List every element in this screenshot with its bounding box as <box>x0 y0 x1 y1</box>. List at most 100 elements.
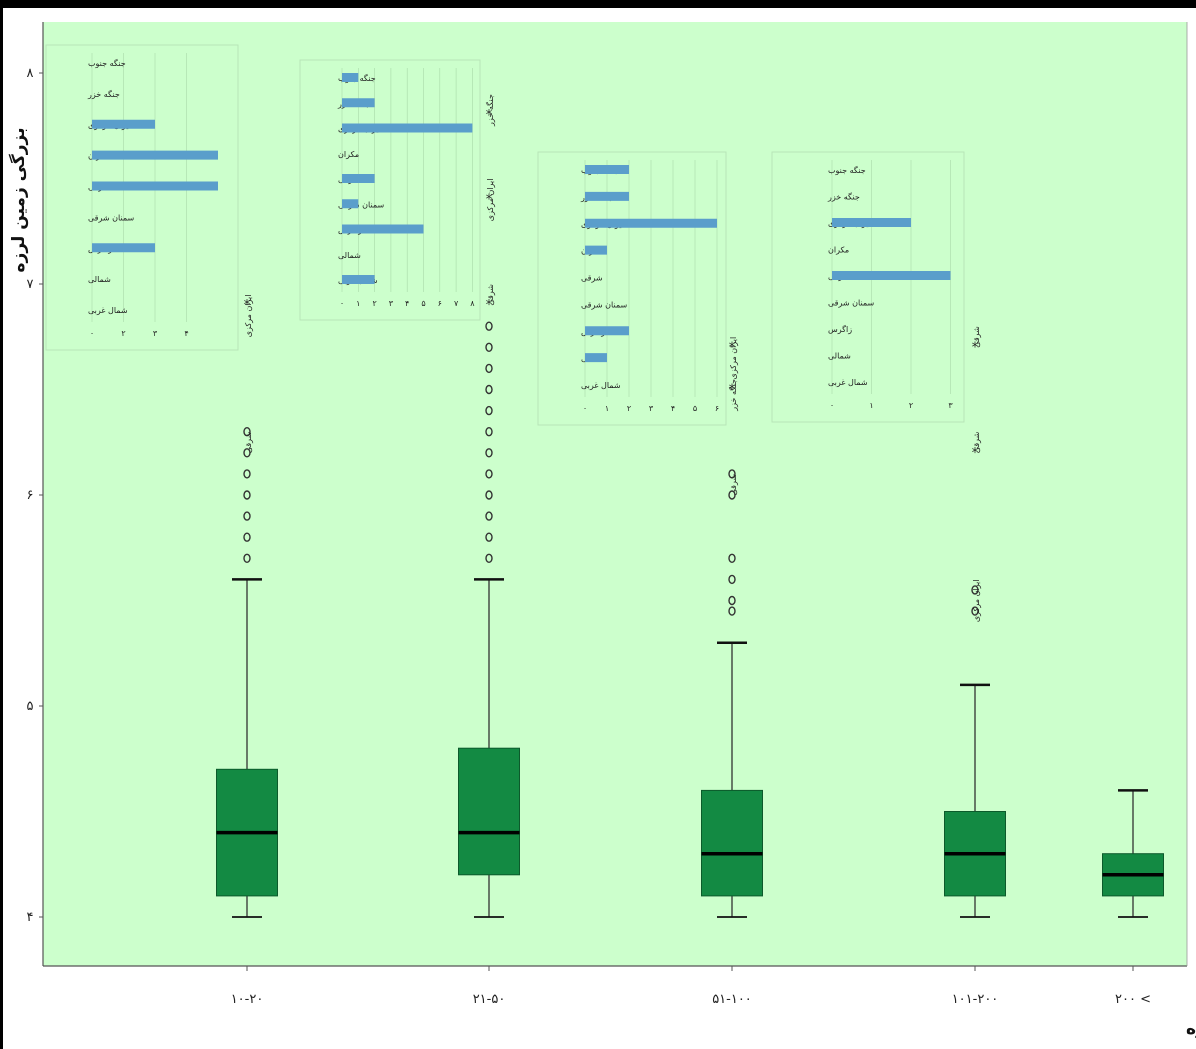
inset-x-tick-label: ۸ <box>470 299 475 308</box>
inset-bar <box>342 275 375 284</box>
outlier-point <box>728 469 736 479</box>
box-group <box>216 578 278 918</box>
inset-bar <box>585 245 607 255</box>
y-tick-label: ۵ <box>27 699 34 714</box>
y-tick-label: ۷ <box>27 277 34 292</box>
inset-category-label: سمنان شرقی <box>581 300 628 309</box>
outlier-point <box>728 606 736 616</box>
outlier-annotation: شرقی <box>244 431 253 453</box>
inset-category-label: جنگه جنوب <box>88 58 126 68</box>
inset-x-tick-label: ۱ <box>356 299 360 308</box>
inset-bar <box>585 218 717 228</box>
inset-x-tick-label: ۳ <box>153 329 158 338</box>
outlier-point <box>243 448 251 458</box>
inset-x-tick-label: ۵ <box>421 299 425 308</box>
x-axis-title: عمق کانونی زمین لرزه <box>1186 1019 1196 1039</box>
outlier-point <box>485 469 493 479</box>
inset-x-tick-label: ۲ <box>909 401 913 410</box>
outlier-point <box>728 490 736 500</box>
outlier-annotation: شرقی <box>729 474 738 496</box>
y-tick-label: ۶ <box>27 488 34 503</box>
box-iqr <box>701 789 763 897</box>
outlier-point <box>728 595 736 606</box>
y-tick-label: ۸ <box>27 66 34 81</box>
extreme-outlier-mark: * <box>972 446 979 461</box>
inset-category-label: شمالی <box>338 251 361 260</box>
inset-x-tick-label: ۷ <box>454 299 459 308</box>
inset-bar <box>92 119 155 129</box>
extreme-outlier-mark: * <box>244 298 251 313</box>
outlier-point <box>728 553 736 563</box>
inset-category-label: شمالی <box>828 352 851 361</box>
outlier-annotation: شرقی <box>486 284 495 306</box>
inset-x-tick-label: ۰ <box>90 329 94 338</box>
inset-x-tick-label: ۵ <box>693 404 697 413</box>
inset-category-label: شرقی <box>581 274 603 283</box>
x-tick-label: ۱۰-۲۰ <box>231 992 264 1007</box>
inset-category-label: زاگرس <box>828 324 852 334</box>
extreme-outlier-mark: * <box>486 298 493 313</box>
inset-category-label: سمنان شرقی <box>338 200 385 209</box>
outlier-point <box>485 342 493 352</box>
inset-category-label: شمال غربی <box>828 378 868 387</box>
x-tick-label: ۲۰۰ < <box>1115 992 1151 1007</box>
outlier-point <box>971 585 979 595</box>
inset-category-label: شمال غربی <box>88 306 128 315</box>
box-iqr <box>458 747 520 876</box>
inset-bar <box>832 271 951 280</box>
inset-category-label: سمنان شرقی <box>88 213 135 222</box>
inset-bar <box>342 98 375 108</box>
inset-bar <box>342 224 424 234</box>
inset-x-tick-label: ۳ <box>948 401 953 410</box>
outlier-point <box>243 469 251 479</box>
outlier-point <box>485 405 493 416</box>
outlier-point <box>485 553 493 563</box>
box-group <box>701 641 763 918</box>
outlier-point <box>243 490 251 500</box>
inset-category-label: شمال غربی <box>581 381 621 390</box>
inset-category-label: جنگه خزر <box>87 89 120 99</box>
outlier-point <box>485 448 493 458</box>
inset-category-label: مکران <box>828 246 849 255</box>
outlier-annotation: شرقی <box>972 326 981 348</box>
inset-bar <box>92 150 218 160</box>
outlier-point <box>243 532 251 542</box>
outlier-annotation: ایران مرکزی <box>972 579 981 622</box>
outlier-annotation: جنگه خزر <box>728 379 738 412</box>
inset-category-label: مکران <box>338 150 359 159</box>
y-axis-title: بزرگی زمین لرزه <box>8 128 29 273</box>
outlier-point <box>485 427 493 437</box>
inset-x-tick-label: ۴ <box>671 404 675 413</box>
inset-x-tick-label: ۳ <box>389 299 394 308</box>
inset-x-tick-label: ۶ <box>438 299 442 308</box>
inset-x-tick-label: ۱ <box>869 401 873 410</box>
x-tick-label: ۵۱-۱۰۰ <box>712 992 752 1007</box>
inset-bar <box>342 174 375 183</box>
inset-category-label: جنگه جنوب <box>828 165 866 175</box>
inset-x-tick-label: ۲ <box>627 404 631 413</box>
x-tick-label: ۲۱-۵۰ <box>473 992 506 1007</box>
outlier-annotation: شرقی <box>972 431 981 453</box>
inset-panel <box>45 44 239 351</box>
extreme-outlier-mark: * <box>729 383 736 398</box>
inset-bar <box>342 73 359 82</box>
outlier-point <box>485 363 493 374</box>
inset-x-tick-label: ۶ <box>715 404 719 413</box>
inset-bar <box>92 243 155 253</box>
inset-bar <box>342 123 473 133</box>
extreme-outlier-mark: * <box>972 340 979 355</box>
inset-x-tick-label: ۴ <box>184 329 188 338</box>
inset-bar <box>585 326 629 336</box>
inset-bar <box>585 353 607 363</box>
outlier-point <box>485 321 493 331</box>
outlier-point <box>485 532 493 542</box>
inset-bar <box>832 218 911 227</box>
inset-x-tick-label: ۴ <box>405 299 409 308</box>
outlier-point <box>243 427 251 437</box>
outlier-annotation: ایران مرکزی <box>244 295 253 338</box>
